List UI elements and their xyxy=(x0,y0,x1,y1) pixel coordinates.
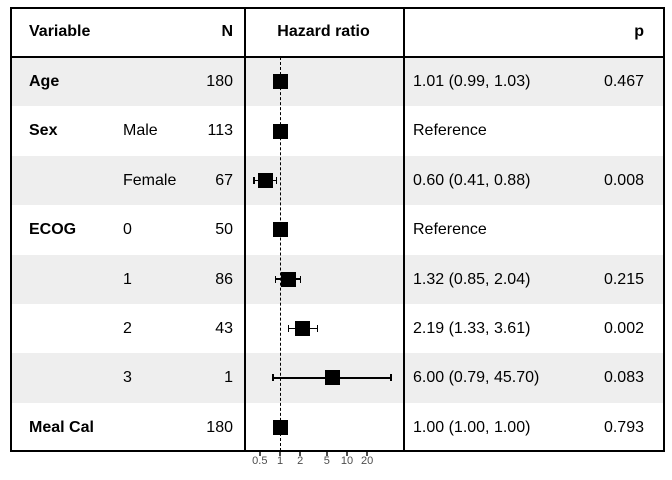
p-value: 0.083 xyxy=(603,369,644,387)
level-label: 0 xyxy=(123,221,132,239)
level-label: Male xyxy=(123,122,158,140)
hr-ci-text: 0.60 (0.41, 0.88) xyxy=(413,171,531,189)
column-divider-left xyxy=(244,7,246,452)
ci-cap-right xyxy=(275,176,278,184)
n-value: 67 xyxy=(215,171,233,189)
axis-tick-label: 0.5 xyxy=(252,455,268,467)
hr-marker xyxy=(280,271,296,287)
ci-cap-left xyxy=(253,176,255,184)
hr-ci-text: Reference xyxy=(413,122,487,140)
axis-tick-mark xyxy=(326,452,328,456)
ci-cap-left xyxy=(274,275,277,283)
ci-cap-right xyxy=(299,275,302,283)
hr-ci-text: Reference xyxy=(413,221,487,239)
n-value: 180 xyxy=(206,418,233,436)
n-value: 1 xyxy=(224,369,233,387)
hr-marker xyxy=(272,74,288,90)
table-row xyxy=(11,155,664,206)
p-value xyxy=(554,205,644,254)
table-row xyxy=(11,205,664,255)
axis-tick-label: 2 xyxy=(297,455,304,467)
p-value xyxy=(554,106,644,155)
axis-tick-label: 1 xyxy=(276,455,284,467)
p-value: 0.002 xyxy=(603,319,644,337)
n-value: 86 xyxy=(215,270,233,288)
hr-ci-text: 6.00 (0.79, 45.70) xyxy=(413,369,540,387)
hr-marker xyxy=(272,222,288,238)
variable-label: Age xyxy=(29,73,60,90)
hr-ci-text: 1.00 (1.00, 1.00) xyxy=(413,418,531,436)
hr-marker xyxy=(324,370,340,386)
n-value: 180 xyxy=(206,73,233,90)
ci-cap-right xyxy=(316,325,319,333)
header-p: p xyxy=(634,23,644,40)
hr-ci-text: 1.32 (0.85, 2.04) xyxy=(413,270,531,288)
axis-tick-label: 5 xyxy=(323,455,330,467)
p-value: 0.215 xyxy=(603,270,644,288)
axis-tick-mark xyxy=(279,452,281,456)
hr-marker xyxy=(272,419,288,435)
table-row xyxy=(11,303,664,354)
header-hazard-ratio: Hazard ratio xyxy=(277,23,370,40)
p-value: 0.793 xyxy=(603,418,644,436)
n-value: 43 xyxy=(215,319,233,337)
ci-cap-left xyxy=(287,325,290,333)
hr-marker xyxy=(257,172,273,188)
header-variable: Variable xyxy=(29,23,91,40)
p-value: 0.008 xyxy=(603,171,644,189)
variable-label: ECOG xyxy=(29,221,77,239)
n-value: 50 xyxy=(215,221,233,239)
column-divider-right xyxy=(403,7,405,452)
axis-tick-mark xyxy=(299,452,301,456)
reference-line xyxy=(279,57,281,451)
table-row xyxy=(11,254,664,304)
ci-cap-right xyxy=(390,374,392,382)
level-label: 3 xyxy=(123,369,132,387)
table-row xyxy=(11,402,664,452)
hr-ci-text: 2.19 (1.33, 3.61) xyxy=(413,319,531,337)
header-n: N xyxy=(221,23,233,40)
hr-marker xyxy=(295,321,311,337)
table-row xyxy=(11,57,664,107)
axis-tick-mark xyxy=(346,452,348,456)
level-label: 2 xyxy=(123,319,132,337)
n-value: 113 xyxy=(207,122,233,140)
axis-tick-label: 10 xyxy=(340,455,354,467)
hr-marker xyxy=(272,123,288,139)
header-underline xyxy=(10,56,665,58)
variable-label: Sex xyxy=(29,122,58,140)
level-label: 1 xyxy=(123,270,132,288)
axis-tick-label: 20 xyxy=(361,455,374,467)
variable-label: Meal Cal xyxy=(29,418,94,436)
axis-tick-mark xyxy=(259,452,261,456)
level-label: Female xyxy=(123,171,177,189)
hr-ci-text: 1.01 (0.99, 1.03) xyxy=(413,73,531,90)
axis-tick-mark xyxy=(366,452,368,456)
table-row xyxy=(11,106,664,156)
p-value: 0.467 xyxy=(603,73,644,90)
ci-cap-left xyxy=(272,374,274,382)
